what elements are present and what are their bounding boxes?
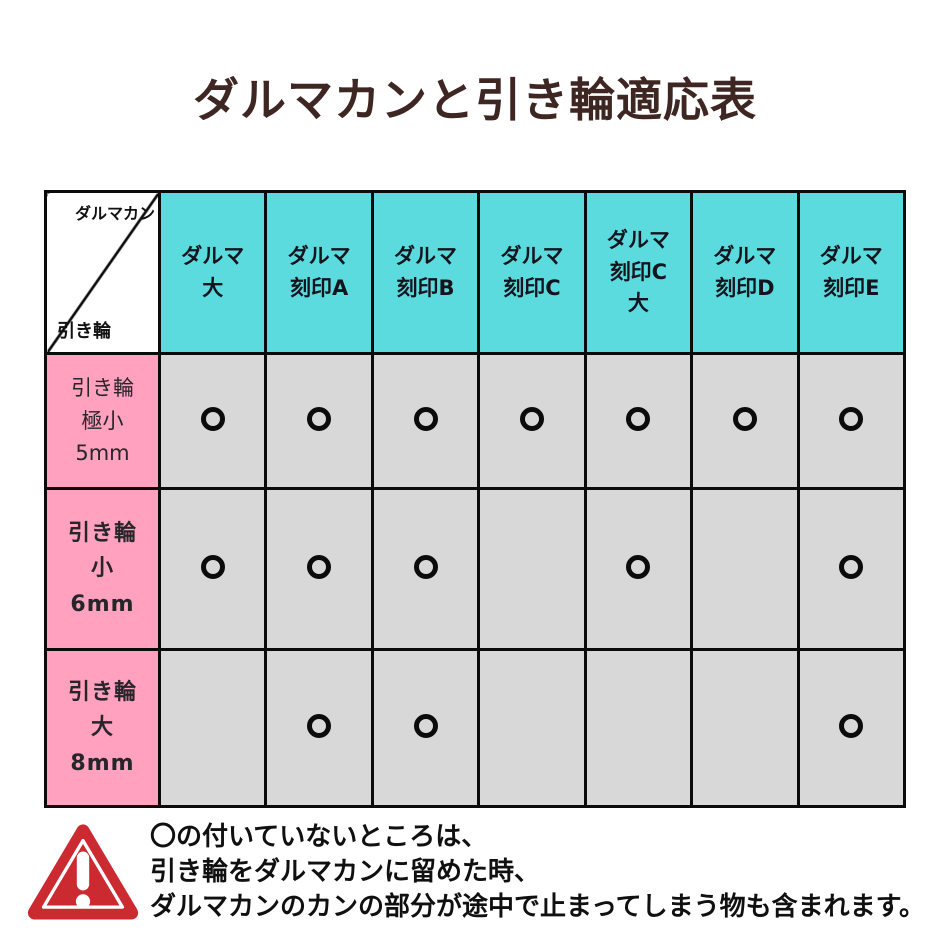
circle-mark xyxy=(626,555,651,579)
warning-text: 〇の付いていないところは、 引き輪をダルマカンに留めた時、 ダルマカンのカンの部… xyxy=(150,816,925,925)
circle-mark xyxy=(200,555,225,579)
column-header-kokuin-b: ダルマ 刻印B xyxy=(370,190,481,355)
corner-label-hikiwa: 引き輪 xyxy=(57,321,111,342)
corner-label-darumakan: ダルマカン xyxy=(74,204,155,223)
compat-cell xyxy=(157,352,268,490)
circle-mark xyxy=(626,407,651,431)
compat-cell xyxy=(264,487,374,651)
column-header-daruma-dai: ダルマ 大 xyxy=(157,190,268,355)
corner-cell: ダルマカン 引き輪 xyxy=(44,190,161,355)
compat-cell xyxy=(370,648,481,808)
table-row-8mm: 引き輪 大 8mm xyxy=(44,648,907,808)
compat-cell xyxy=(370,352,481,490)
compat-cell xyxy=(690,487,800,651)
row-label-6mm: 引き輪 小 6mm xyxy=(44,487,161,651)
compat-cell xyxy=(157,487,268,651)
circle-mark xyxy=(519,407,544,431)
page-title: ダルマカンと引き輪適応表 xyxy=(193,73,757,127)
circle-mark xyxy=(839,407,864,431)
compat-cell xyxy=(264,648,374,808)
circle-mark xyxy=(413,407,438,431)
warning-note: 〇の付いていないところは、 引き輪をダルマカンに留めた時、 ダルマカンのカンの部… xyxy=(26,816,925,926)
circle-mark xyxy=(200,407,225,431)
table-row-5mm: 引き輪 極小 5mm xyxy=(44,352,907,490)
compat-cell xyxy=(583,352,694,490)
compat-cell xyxy=(477,487,587,651)
compat-cell xyxy=(690,648,800,808)
compat-cell xyxy=(796,648,907,808)
row-label-5mm: 引き輪 極小 5mm xyxy=(44,352,161,490)
circle-mark xyxy=(413,714,438,738)
compat-cell xyxy=(796,352,907,490)
compatibility-table: ダルマカン 引き輪 ダルマ 大 ダルマ 刻印A ダルマ 刻印B ダルマ 刻印C … xyxy=(44,190,907,808)
circle-mark xyxy=(413,555,438,579)
column-header-kokuin-a: ダルマ 刻印A xyxy=(264,190,374,355)
circle-mark xyxy=(839,555,864,579)
header-row: ダルマカン 引き輪 ダルマ 大 ダルマ 刻印A ダルマ 刻印B ダルマ 刻印C … xyxy=(44,190,907,355)
compat-cell xyxy=(690,352,800,490)
compat-cell xyxy=(264,352,374,490)
circle-mark xyxy=(307,555,332,579)
warning-line: 引き輪をダルマカンに留めた時、 xyxy=(150,857,541,887)
compat-cell xyxy=(370,487,481,651)
warning-line: ダルマカンのカンの部分が途中で止まってしまう物も含まれます。 xyxy=(150,892,926,922)
circle-mark xyxy=(839,714,864,738)
column-header-kokuin-e: ダルマ 刻印E xyxy=(796,190,907,355)
row-label-8mm: 引き輪 大 8mm xyxy=(44,648,161,808)
column-header-kokuin-d: ダルマ 刻印D xyxy=(690,190,800,355)
warning-line: 〇の付いていないところは、 xyxy=(150,822,488,852)
circle-mark xyxy=(307,407,332,431)
circle-mark xyxy=(732,407,757,431)
compat-cell xyxy=(477,352,587,490)
circle-mark xyxy=(307,714,332,738)
column-header-kokuin-c: ダルマ 刻印C xyxy=(477,190,587,355)
compat-cell xyxy=(157,648,268,808)
compat-cell xyxy=(796,487,907,651)
warning-triangle-icon xyxy=(27,824,139,920)
compat-cell xyxy=(583,648,694,808)
table-row-6mm: 引き輪 小 6mm xyxy=(44,487,907,651)
column-header-kokuin-c-dai: ダルマ 刻印C 大 xyxy=(583,190,694,355)
compat-cell xyxy=(583,487,694,651)
compat-cell xyxy=(477,648,587,808)
